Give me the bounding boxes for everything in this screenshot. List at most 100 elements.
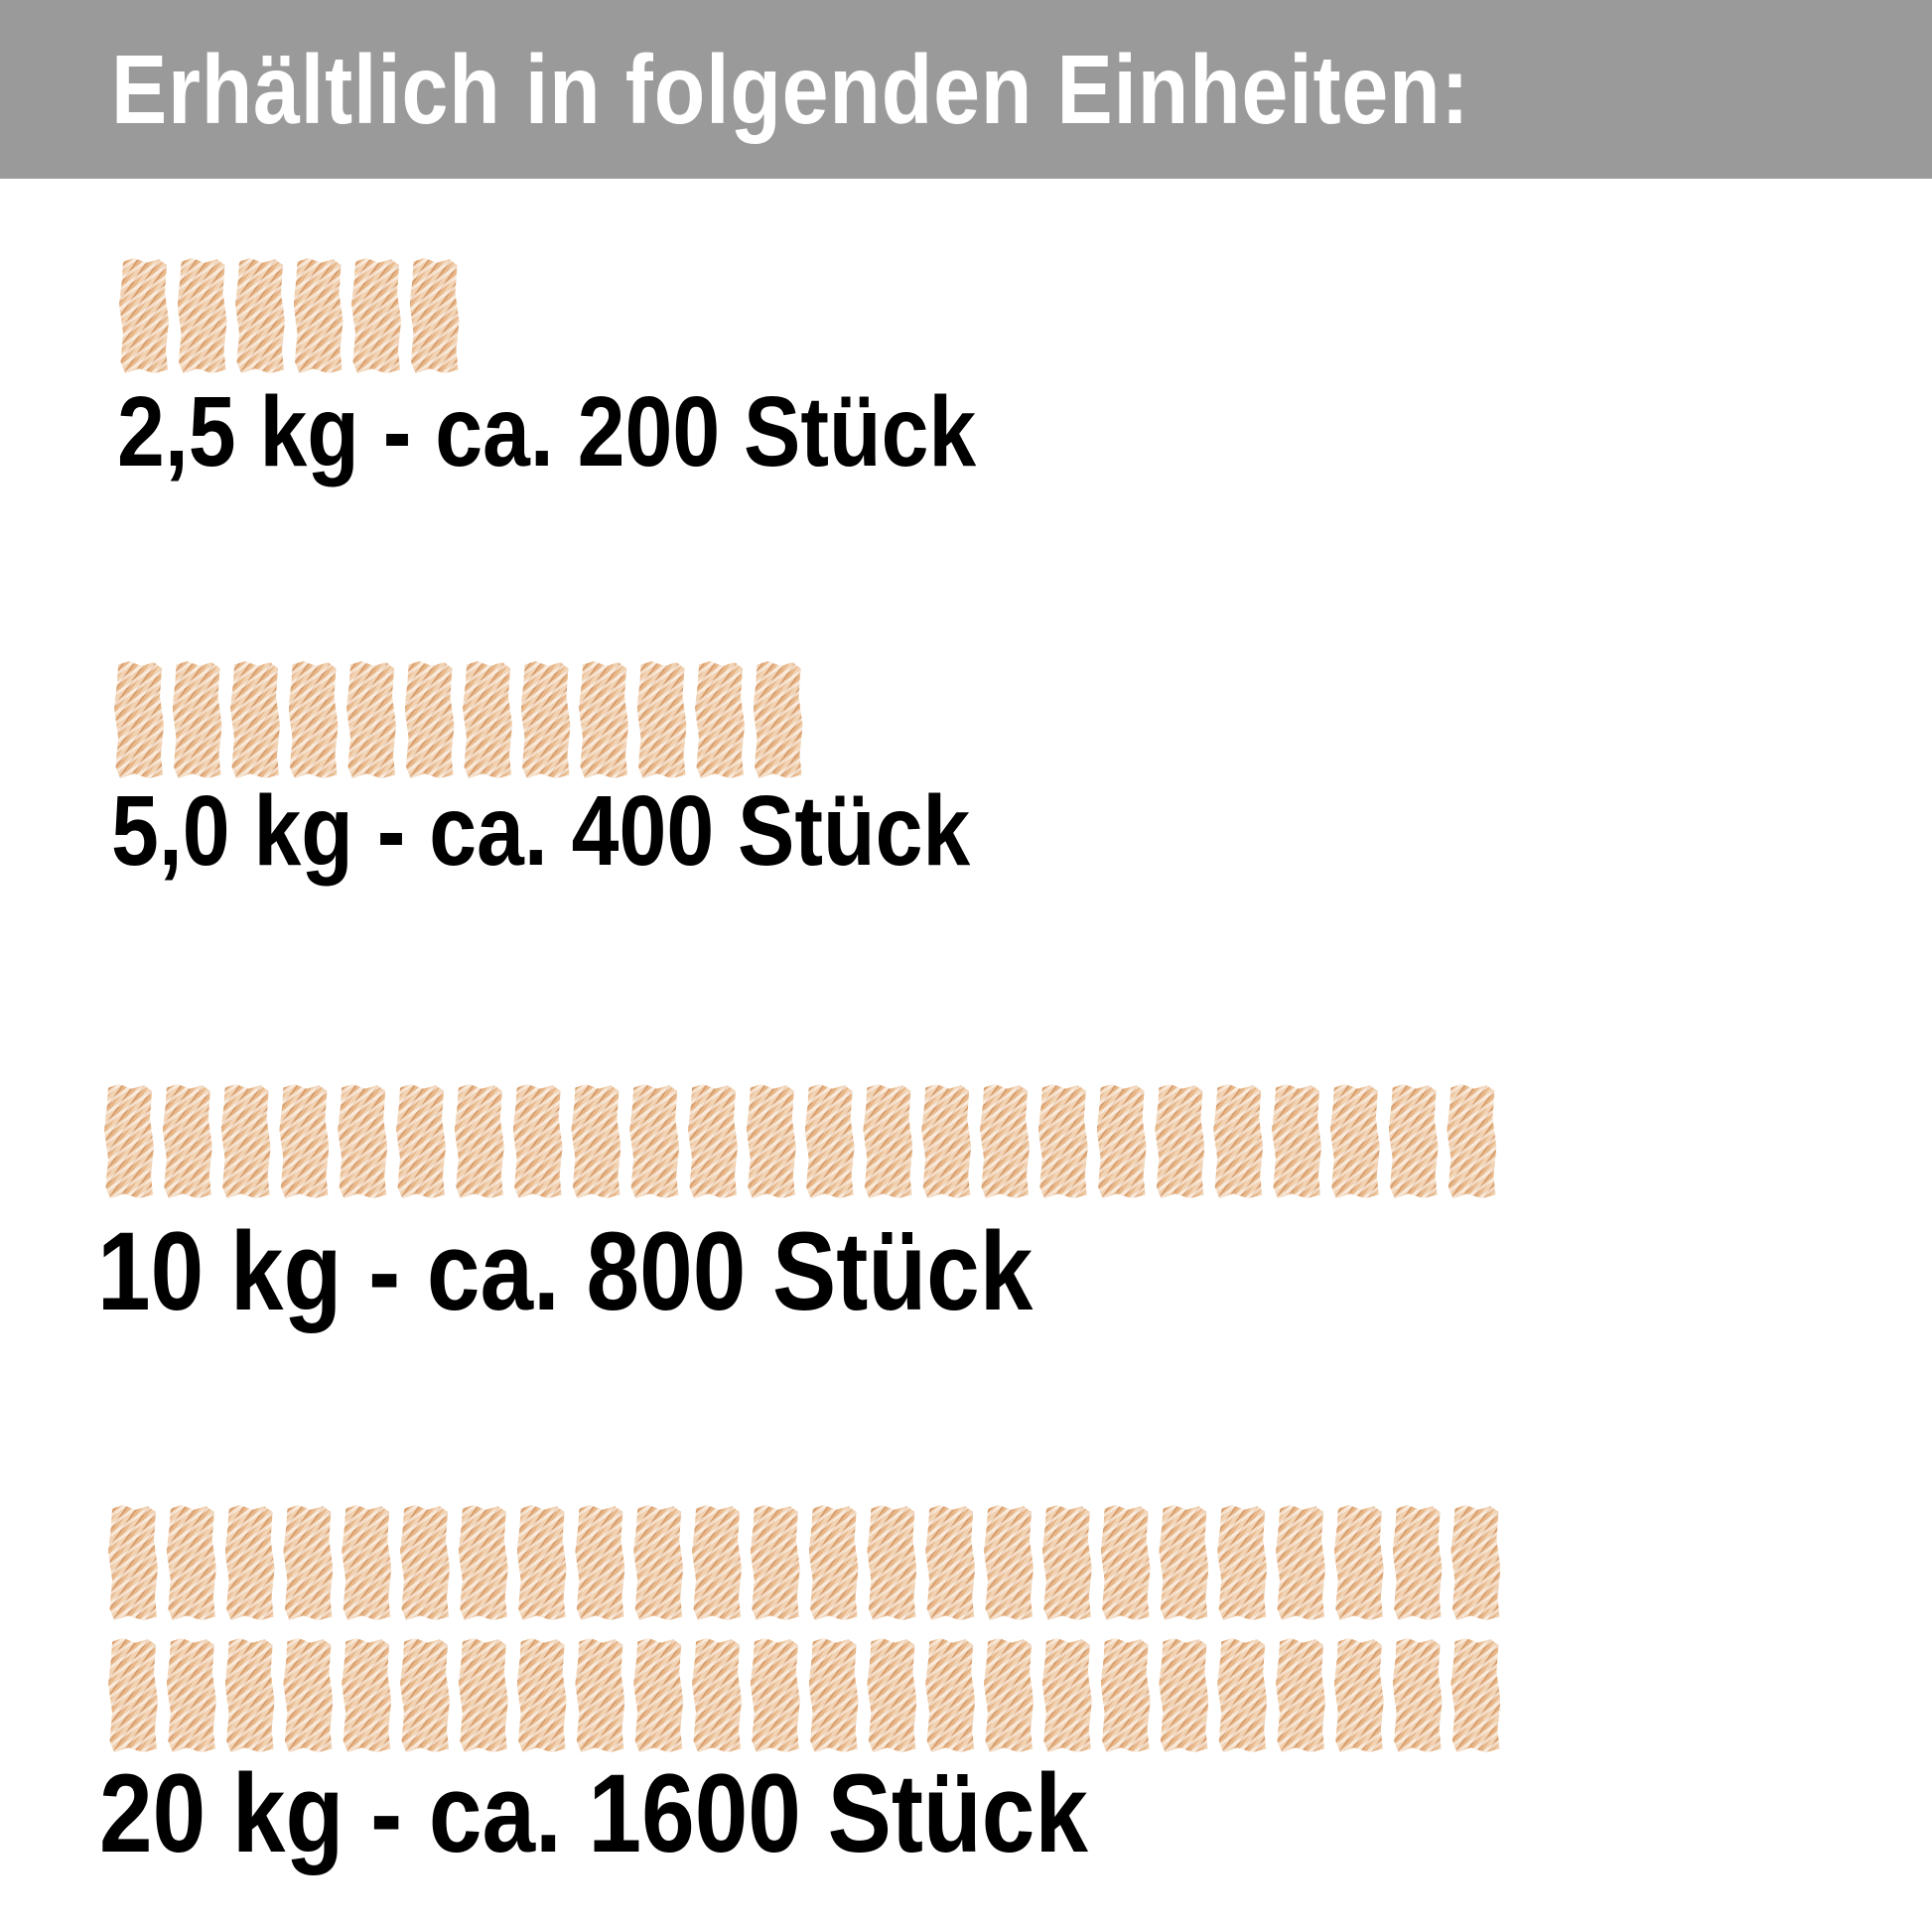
wood-wool-firelighter-icon xyxy=(458,1505,508,1620)
wood-wool-firelighter-icon xyxy=(867,1638,917,1752)
wood-wool-firelighter-icon xyxy=(463,661,512,778)
wood-wool-firelighter-icon xyxy=(984,1505,1034,1620)
wood-wool-firelighter-icon xyxy=(695,661,745,778)
wood-wool-firelighter-icon xyxy=(104,1084,154,1198)
wood-wool-firelighter-icon xyxy=(980,1084,1030,1198)
firelighter-icon-row xyxy=(119,258,468,373)
wood-wool-firelighter-icon xyxy=(1213,1084,1264,1198)
wood-wool-firelighter-icon xyxy=(808,1505,859,1620)
unit-label: 20 kg - ca. 1600 Stück xyxy=(99,1751,1088,1875)
wood-wool-firelighter-icon xyxy=(750,1638,800,1752)
wood-wool-firelighter-icon xyxy=(458,1638,508,1752)
wood-wool-firelighter-icon xyxy=(804,1084,855,1198)
wood-wool-firelighter-icon xyxy=(1100,1638,1151,1752)
unit-label: 10 kg - ca. 800 Stück xyxy=(97,1209,1034,1333)
wood-wool-firelighter-icon xyxy=(921,1084,972,1198)
wood-wool-firelighter-icon xyxy=(342,1505,392,1620)
wood-wool-firelighter-icon xyxy=(867,1505,917,1620)
wood-wool-firelighter-icon xyxy=(342,1638,392,1752)
wood-wool-firelighter-icon xyxy=(692,1505,742,1620)
wood-wool-firelighter-icon xyxy=(1392,1638,1443,1752)
wood-wool-firelighter-icon xyxy=(346,661,396,778)
wood-wool-firelighter-icon xyxy=(177,258,227,373)
wood-wool-firelighter-icon xyxy=(633,1505,684,1620)
wood-wool-firelighter-icon xyxy=(636,661,687,778)
wood-wool-firelighter-icon xyxy=(575,1638,625,1752)
wood-wool-firelighter-icon xyxy=(750,1505,800,1620)
wood-wool-firelighter-icon xyxy=(1388,1084,1439,1198)
wood-wool-firelighter-icon xyxy=(925,1638,976,1752)
wood-wool-firelighter-icon xyxy=(1276,1505,1325,1620)
wood-wool-firelighter-icon xyxy=(166,1638,216,1752)
wood-wool-firelighter-icon xyxy=(220,1084,271,1198)
wood-wool-firelighter-icon xyxy=(1217,1505,1268,1620)
firelighter-icon-row xyxy=(108,1638,1509,1752)
wood-wool-firelighter-icon xyxy=(629,1084,680,1198)
wood-wool-firelighter-icon xyxy=(984,1638,1034,1752)
wood-wool-firelighter-icon xyxy=(288,661,339,778)
wood-wool-firelighter-icon xyxy=(283,1638,334,1752)
wood-wool-firelighter-icon xyxy=(1333,1505,1384,1620)
wood-wool-firelighter-icon xyxy=(293,258,344,373)
wood-wool-firelighter-icon xyxy=(1041,1638,1092,1752)
wood-wool-firelighter-icon xyxy=(235,258,285,373)
wood-wool-firelighter-icon xyxy=(1450,1505,1501,1620)
wood-wool-firelighter-icon xyxy=(1447,1084,1497,1198)
unit-label: 5,0 kg - ca. 400 Stück xyxy=(111,775,971,887)
wood-wool-firelighter-icon xyxy=(108,1505,158,1620)
wood-wool-firelighter-icon xyxy=(520,661,571,778)
wood-wool-firelighter-icon xyxy=(396,1084,446,1198)
wood-wool-firelighter-icon xyxy=(224,1638,275,1752)
wood-wool-firelighter-icon xyxy=(692,1638,742,1752)
wood-wool-firelighter-icon xyxy=(162,1084,212,1198)
wood-wool-firelighter-icon xyxy=(512,1084,563,1198)
wood-wool-firelighter-icon xyxy=(279,1084,330,1198)
wood-wool-firelighter-icon xyxy=(400,1638,450,1752)
wood-wool-firelighter-icon xyxy=(351,258,401,373)
wood-wool-firelighter-icon xyxy=(925,1505,976,1620)
wood-wool-firelighter-icon xyxy=(1392,1505,1443,1620)
wood-wool-firelighter-icon xyxy=(1217,1638,1268,1752)
wood-wool-firelighter-icon xyxy=(1450,1638,1501,1752)
wood-wool-firelighter-icon xyxy=(338,1084,388,1198)
wood-wool-firelighter-icon xyxy=(571,1084,621,1198)
wood-wool-firelighter-icon xyxy=(1159,1638,1209,1752)
wood-wool-firelighter-icon xyxy=(575,1505,625,1620)
wood-wool-firelighter-icon xyxy=(172,661,222,778)
wood-wool-firelighter-icon xyxy=(579,661,628,778)
unit-label: 2,5 kg - ca. 200 Stück xyxy=(117,376,977,487)
wood-wool-firelighter-icon xyxy=(114,661,164,778)
wood-wool-firelighter-icon xyxy=(230,661,280,778)
wood-wool-firelighter-icon xyxy=(516,1505,567,1620)
wood-wool-firelighter-icon xyxy=(454,1084,504,1198)
wood-wool-firelighter-icon xyxy=(409,258,460,373)
wood-wool-firelighter-icon xyxy=(1329,1084,1380,1198)
wood-wool-firelighter-icon xyxy=(1159,1505,1209,1620)
wood-wool-firelighter-icon xyxy=(1333,1638,1384,1752)
wood-wool-firelighter-icon xyxy=(119,258,169,373)
wood-wool-firelighter-icon xyxy=(283,1505,334,1620)
wood-wool-firelighter-icon xyxy=(108,1638,158,1752)
firelighter-icon-row xyxy=(108,1505,1509,1620)
wood-wool-firelighter-icon xyxy=(1155,1084,1205,1198)
wood-wool-firelighter-icon xyxy=(863,1084,913,1198)
header-title: Erhältlich in folgenden Einheiten: xyxy=(111,35,1470,144)
firelighter-icon-row xyxy=(104,1084,1505,1198)
wood-wool-firelighter-icon xyxy=(633,1638,684,1752)
wood-wool-firelighter-icon xyxy=(1096,1084,1147,1198)
wood-wool-firelighter-icon xyxy=(1272,1084,1321,1198)
wood-wool-firelighter-icon xyxy=(746,1084,796,1198)
wood-wool-firelighter-icon xyxy=(400,1505,450,1620)
wood-wool-firelighter-icon xyxy=(224,1505,275,1620)
header-banner: Erhältlich in folgenden Einheiten: xyxy=(0,0,1932,179)
wood-wool-firelighter-icon xyxy=(1041,1505,1092,1620)
wood-wool-firelighter-icon xyxy=(688,1084,738,1198)
wood-wool-firelighter-icon xyxy=(1100,1505,1151,1620)
wood-wool-firelighter-icon xyxy=(516,1638,567,1752)
wood-wool-firelighter-icon xyxy=(753,661,803,778)
firelighter-icon-row xyxy=(114,661,811,778)
wood-wool-firelighter-icon xyxy=(166,1505,216,1620)
wood-wool-firelighter-icon xyxy=(808,1638,859,1752)
wood-wool-firelighter-icon xyxy=(1037,1084,1088,1198)
wood-wool-firelighter-icon xyxy=(1276,1638,1325,1752)
